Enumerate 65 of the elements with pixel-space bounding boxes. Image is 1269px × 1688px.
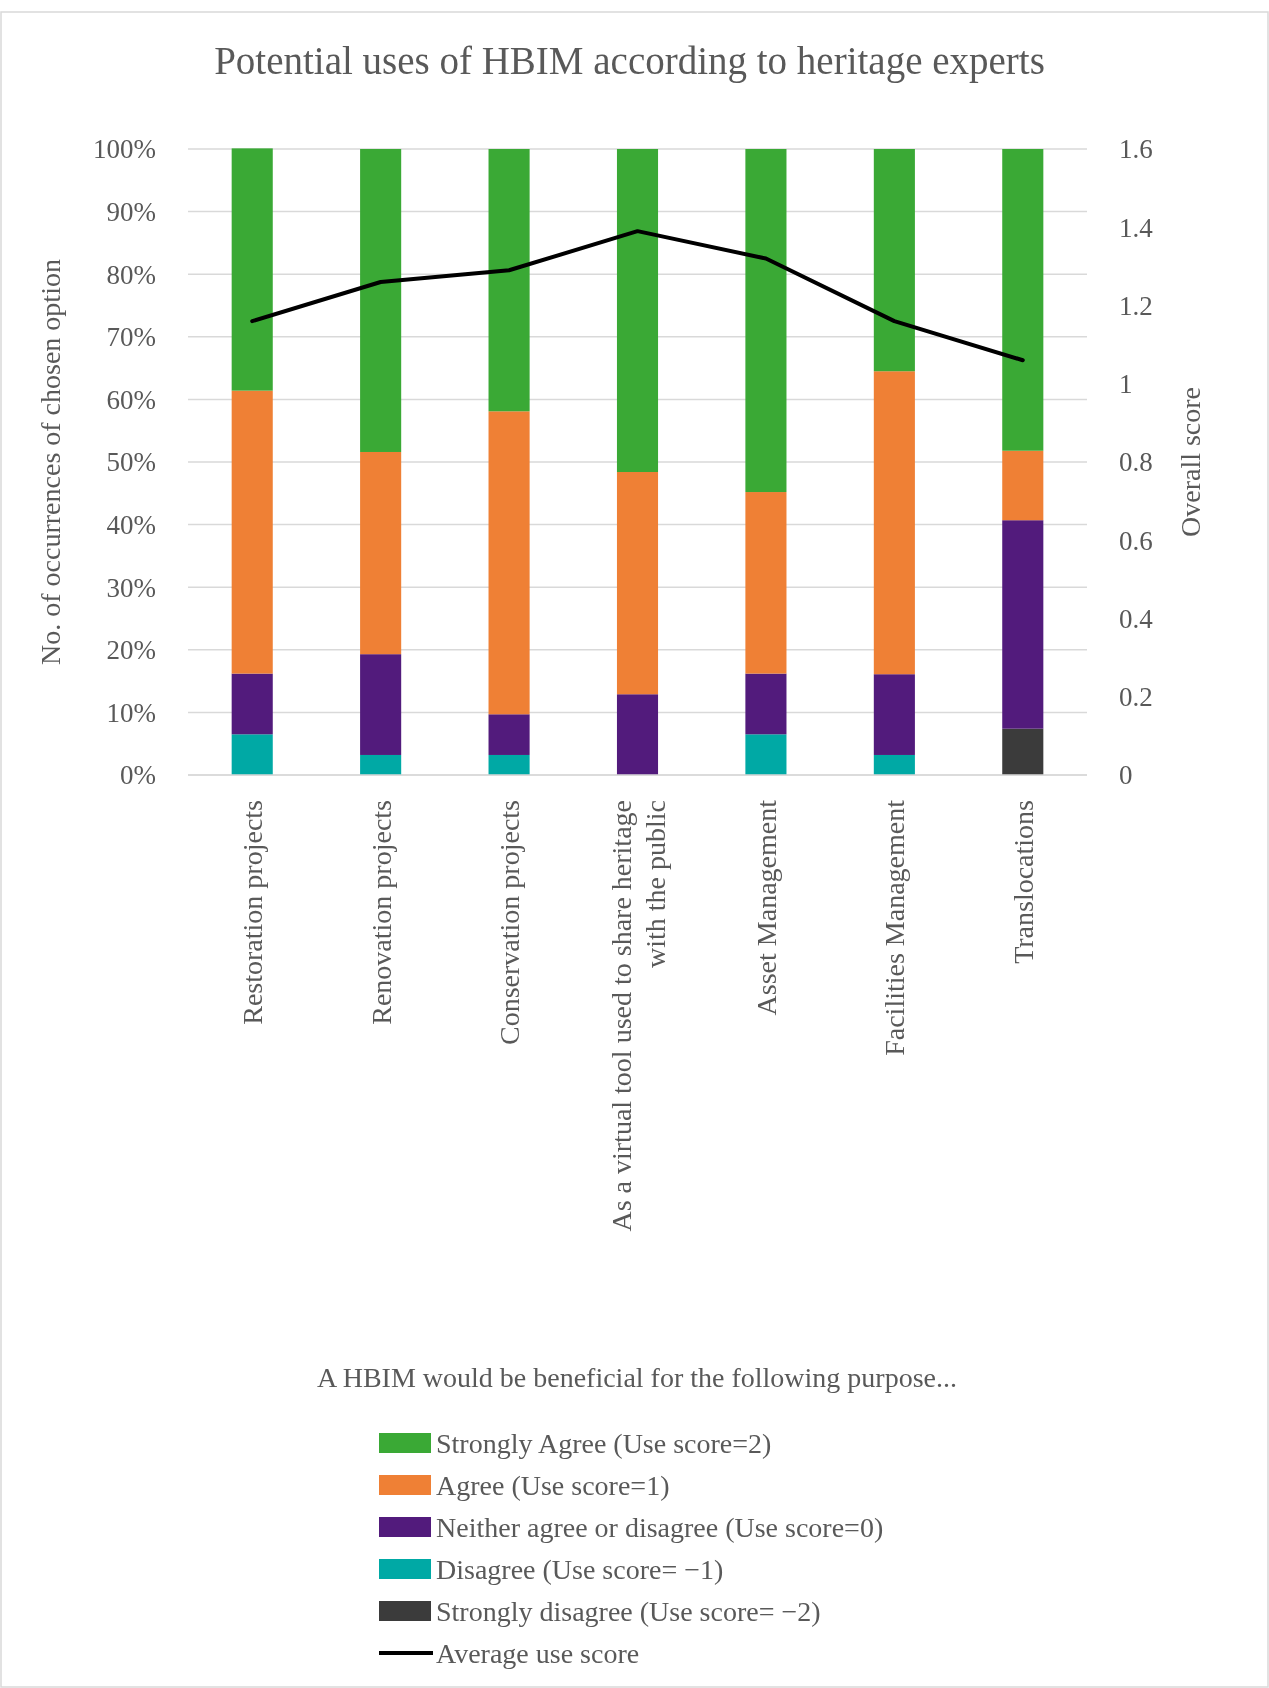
y2-tick-label: 1.4 [1119, 212, 1154, 243]
legend-label: Average use score [436, 1637, 640, 1669]
bar [1002, 450, 1044, 521]
bar [360, 754, 402, 775]
y2-tick-label: 0.2 [1119, 682, 1153, 713]
bar [873, 371, 915, 675]
y-tick-label: 70% [106, 322, 156, 353]
x-tick-label: Conservation projects [494, 800, 526, 1045]
bar [745, 149, 787, 493]
bar [231, 390, 273, 674]
bar [616, 694, 659, 775]
y-axis-title: No. of occurrences of chosen option [35, 259, 66, 665]
y2-tick-label: 0.8 [1119, 447, 1153, 478]
legend-label: Agree (Use score=1) [436, 1469, 670, 1501]
y-tick-label: 80% [106, 259, 156, 290]
y-tick-label: 90% [106, 197, 156, 228]
y2-tick-label: 1 [1119, 369, 1133, 400]
y-tick-label: 60% [106, 384, 156, 415]
bar [745, 673, 787, 735]
x-tick-label: Asset Management [750, 799, 782, 1016]
x-tick-label: Translocations [1007, 800, 1039, 964]
y2-tick-label: 1.2 [1119, 290, 1153, 321]
bar [745, 734, 787, 775]
bar [1002, 520, 1044, 729]
y-tick-label: 50% [106, 447, 156, 478]
y-tick-label: 30% [106, 572, 156, 603]
y2-tick-label: 0 [1119, 760, 1133, 791]
bar [231, 734, 273, 775]
x-tick-label: Facilities Management [879, 799, 911, 1056]
legend-label: Disagree (Use score= −1) [436, 1553, 724, 1585]
bar [616, 149, 659, 473]
bar [873, 754, 915, 775]
x-tick-label: Restoration projects [237, 800, 269, 1025]
bar [1002, 728, 1044, 775]
bar [231, 673, 273, 735]
legend-label: Strongly Agree (Use score=2) [436, 1427, 772, 1459]
y-tick-label: 20% [106, 635, 156, 666]
legend-label: Strongly disagree (Use score= −2) [436, 1595, 821, 1627]
bar [1002, 149, 1044, 451]
y2-tick-label: 1.6 [1119, 134, 1153, 165]
y2-tick-label: 0.6 [1119, 525, 1153, 556]
bar [360, 654, 402, 755]
bar [488, 411, 530, 715]
x-tick-label: As a virtual tool used to share heritage with the public [605, 800, 671, 1232]
y-tick-label: 0% [120, 760, 156, 791]
bar [873, 674, 915, 755]
line-series [250, 229, 1025, 363]
bar [745, 492, 787, 674]
bar [231, 148, 273, 391]
bar [488, 754, 530, 775]
y-tick-label: 100% [93, 134, 156, 165]
legend-label: Neither agree or disagree (Use score=0) [436, 1511, 884, 1543]
y-tick-label: 10% [106, 697, 156, 728]
y2-axis-title: Overall score [1175, 386, 1206, 538]
bar [616, 472, 659, 695]
bar [360, 451, 402, 655]
chart-title: Potential uses of HBIM according to heritage experts [214, 39, 1045, 83]
x-axis-title: A HBIM would be beneficial for the following purpose... [317, 1362, 957, 1393]
bar [488, 714, 530, 755]
y2-tick-label: 0.4 [1119, 603, 1154, 634]
bar [873, 149, 915, 372]
x-tick-label: Renovation projects [365, 800, 397, 1025]
y-tick-label: 40% [106, 510, 156, 541]
bar [488, 149, 530, 412]
bar [360, 149, 402, 452]
